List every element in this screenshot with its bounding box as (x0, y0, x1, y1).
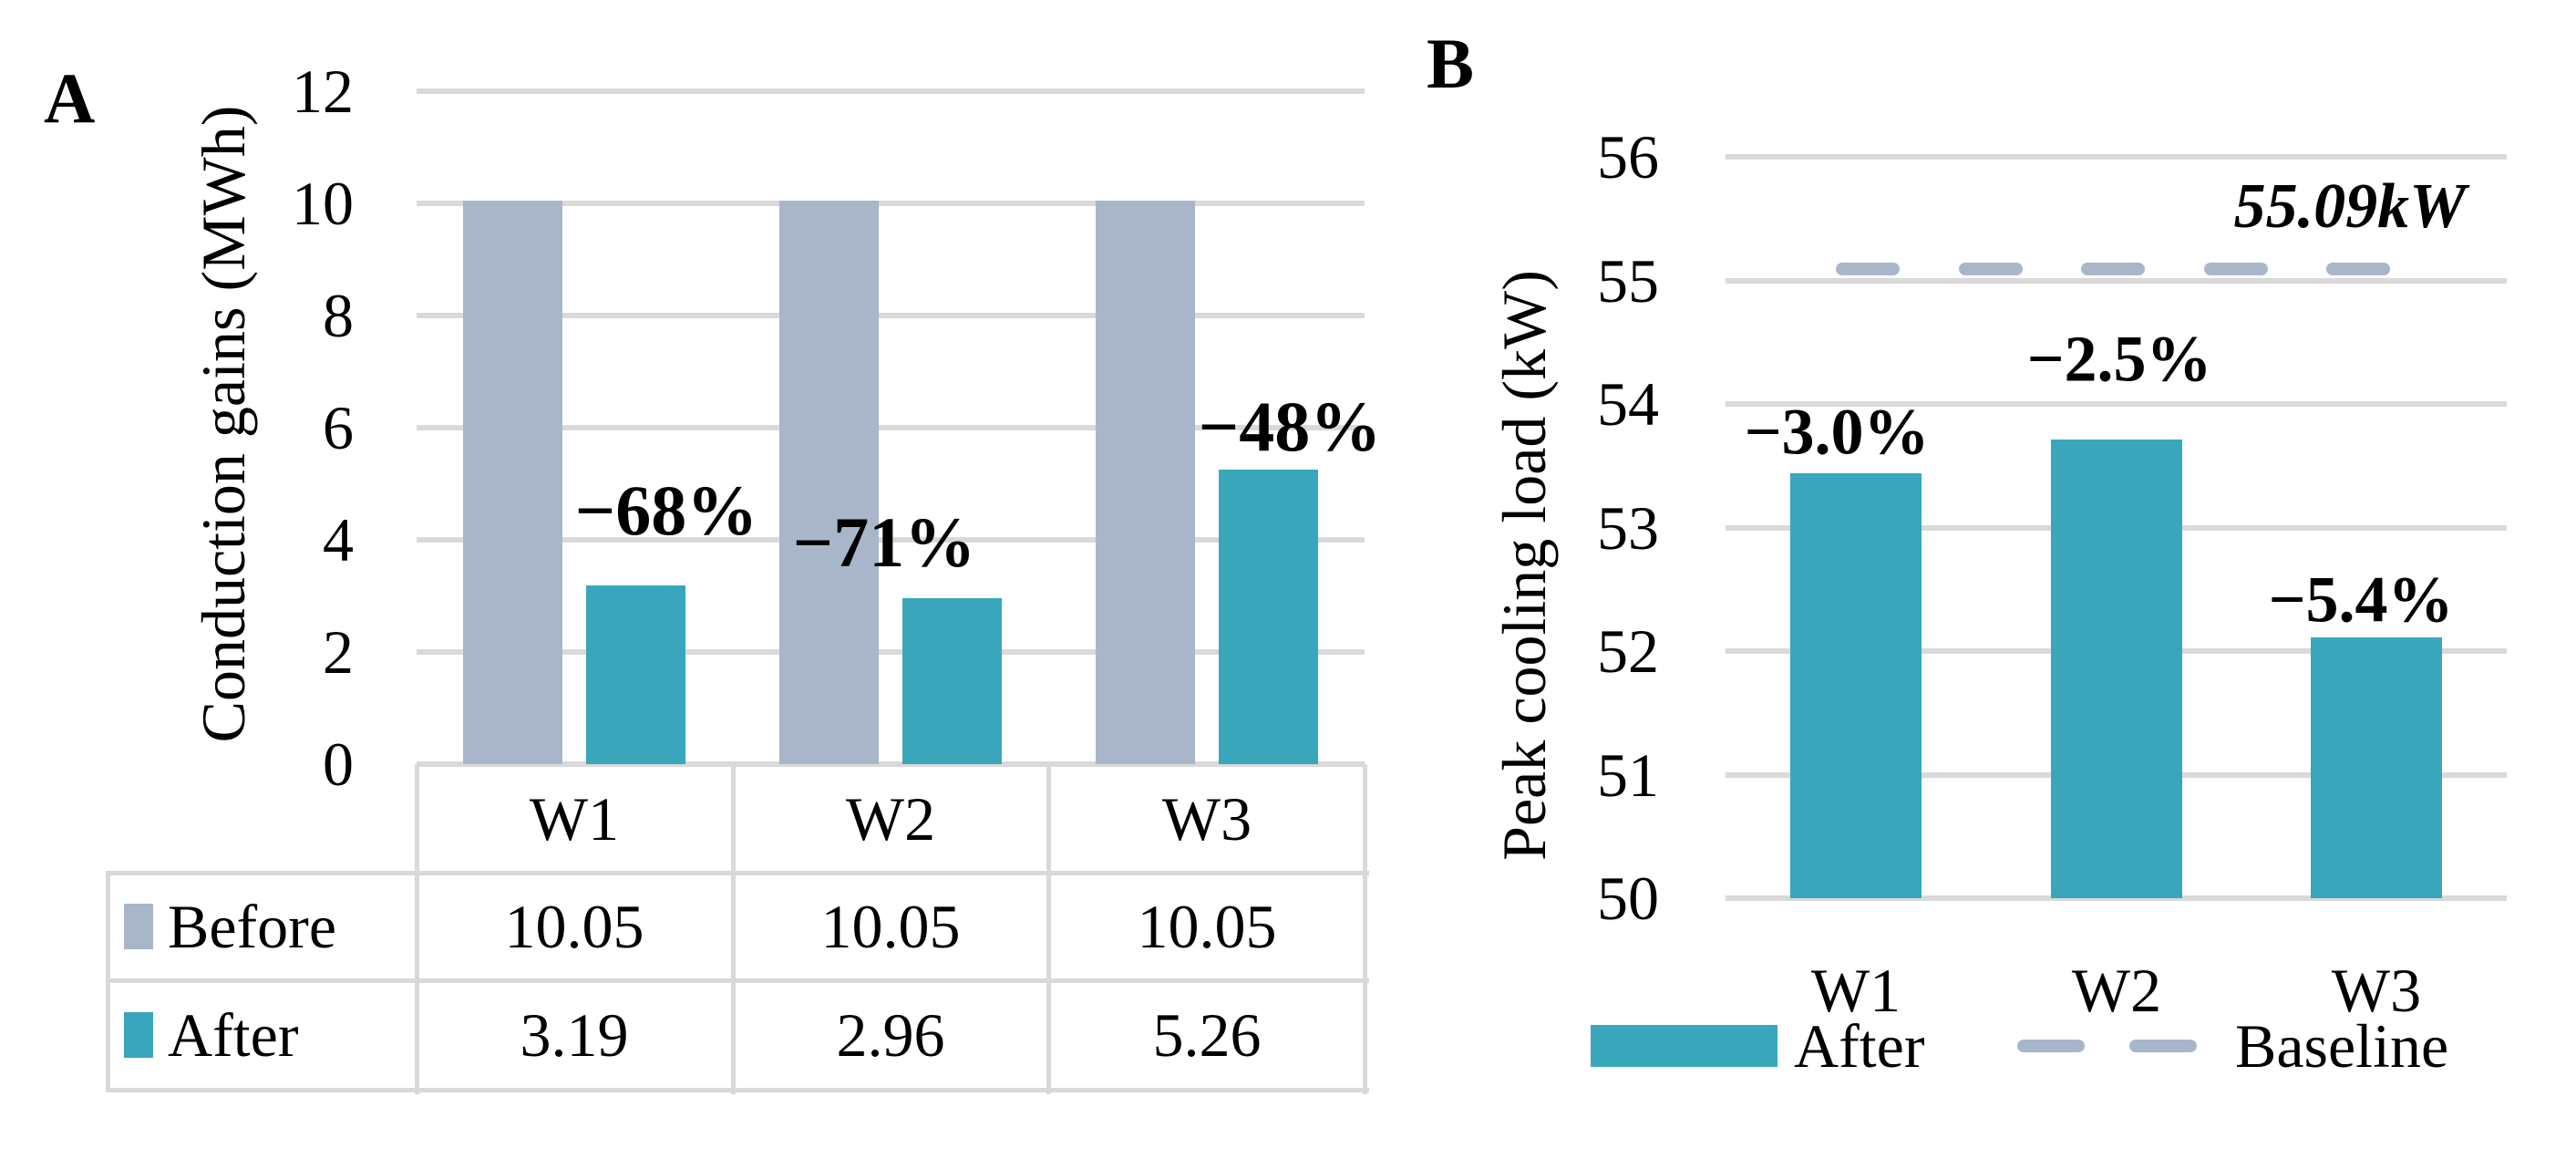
x-category-label-b-W3: W3 (2331, 956, 2422, 1025)
table-cell-After-W3: 5.26 (1152, 1000, 1262, 1070)
y-tick-label-b: 56 (1597, 122, 1659, 191)
annotation-W1: −68% (574, 471, 758, 550)
x-category-label-a-W2: W2 (845, 784, 936, 854)
legend-after-label: After (1794, 1011, 1925, 1081)
gridline-a (417, 88, 1365, 94)
y-tick-label-a: 6 (323, 393, 354, 462)
table-legend-swatch-After (124, 1012, 153, 1058)
gridline-b (1726, 401, 2507, 407)
table-v-border (731, 764, 736, 1094)
bar-after-W2 (2051, 440, 2182, 898)
bar-after-W3 (2311, 637, 2442, 898)
gridline-a (417, 761, 1365, 767)
legend-baseline-dash-icon (2129, 1040, 2197, 1052)
gridline-a (417, 201, 1365, 206)
table-series-label-Before: Before (168, 892, 337, 961)
y-tick-label-b: 52 (1597, 616, 1659, 686)
gridline-b (1726, 895, 2507, 901)
table-series-label-After: After (168, 1000, 299, 1070)
bar-before-W2 (779, 201, 879, 764)
gridline-a (417, 313, 1365, 318)
bar-after-W1 (1790, 473, 1922, 898)
bar-after-W2 (902, 598, 1002, 764)
annotation-W2: −71% (792, 502, 976, 582)
y-tick-label-a: 2 (323, 617, 354, 687)
table-cell-Before-W1: 10.05 (504, 892, 644, 961)
table-v-border (415, 764, 419, 1094)
baseline-dash-segment (2326, 263, 2390, 275)
legend-baseline-label: Baseline (2235, 1011, 2449, 1081)
bar-after-W1 (586, 585, 685, 764)
y-tick-label-a: 10 (292, 169, 354, 238)
panel-b-letter: B (1427, 24, 1475, 103)
y-tick-label-a: 8 (323, 281, 354, 350)
x-category-label-b-W1: W1 (1810, 956, 1901, 1025)
bar-after-W3 (1219, 470, 1318, 764)
y-tick-label-b: 50 (1597, 864, 1659, 933)
table-cell-After-W1: 3.19 (520, 1000, 629, 1070)
baseline-dash-segment (1836, 263, 1900, 275)
baseline-dash-segment (2081, 263, 2145, 275)
gridline-a (417, 425, 1365, 430)
y-tick-label-a: 12 (292, 57, 354, 126)
y-tick-label-b: 53 (1597, 493, 1659, 563)
panel-a-letter: A (44, 58, 96, 138)
bar-before-W1 (463, 201, 562, 764)
table-cell-After-W2: 2.96 (836, 1000, 945, 1070)
table-v-border (106, 871, 110, 1092)
table-h-border (108, 1088, 1369, 1092)
gridline-a (417, 649, 1365, 655)
gridline-a (417, 537, 1365, 543)
x-category-label-b-W2: W2 (2071, 956, 2162, 1025)
legend-baseline-dash-icon (2017, 1040, 2085, 1052)
annotation-W3: −48% (1198, 387, 1382, 466)
table-v-border (1046, 764, 1051, 1094)
y-tick-label-b: 55 (1597, 246, 1659, 316)
gridline-b (1726, 278, 2507, 284)
annotation-W1: −3.0% (1744, 395, 1930, 469)
table-legend-swatch-Before (124, 904, 153, 949)
annotation-W2: −2.5% (2026, 322, 2212, 396)
baseline-value-label: 55.09kW (2233, 171, 2467, 242)
gridline-b (1726, 154, 2507, 160)
table-cell-Before-W2: 10.05 (820, 892, 961, 961)
annotation-W3: −5.4% (2268, 563, 2454, 636)
table-h-border (108, 871, 1369, 875)
baseline-dash-segment (1959, 263, 2023, 275)
y-tick-label-b: 51 (1597, 740, 1659, 810)
y-tick-label-a: 4 (323, 505, 354, 574)
baseline-dash-segment (2204, 263, 2268, 275)
table-v-border (1363, 764, 1367, 1094)
y-tick-label-a: 0 (323, 730, 354, 799)
legend-after-swatch (1591, 1025, 1777, 1067)
x-category-label-a-W1: W1 (529, 784, 620, 854)
bar-before-W3 (1096, 201, 1195, 764)
table-cell-Before-W3: 10.05 (1137, 892, 1277, 961)
table-h-border (108, 978, 1369, 983)
x-category-label-a-W3: W3 (1161, 784, 1252, 854)
y-tick-label-b: 54 (1597, 369, 1659, 439)
